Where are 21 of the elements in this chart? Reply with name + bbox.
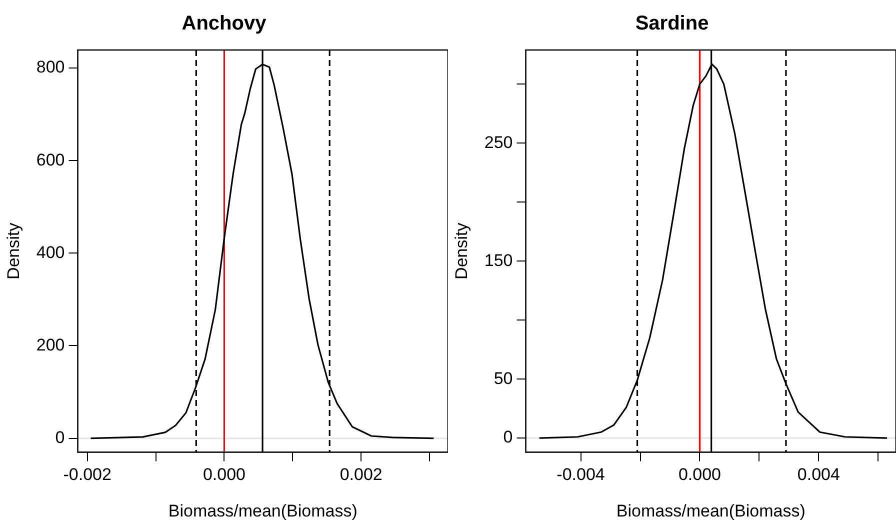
x-axis-title: Biomass/mean(Biomass) — [616, 501, 806, 520]
y-tick-label: 800 — [36, 58, 65, 77]
y-tick-label: 600 — [36, 150, 65, 170]
y-tick-label: 400 — [36, 242, 65, 262]
x-tick-label: 0.000 — [202, 465, 246, 484]
x-tick-label: -0.004 — [556, 465, 605, 484]
y-tick-label: 250 — [484, 132, 513, 152]
y-axis-title: Density — [4, 222, 23, 280]
y-tick-label: 200 — [36, 335, 65, 354]
x-axis-title: Biomass/mean(Biomass) — [168, 501, 358, 520]
chart-title: Anchovy — [182, 12, 268, 35]
y-tick-label: 50 — [494, 368, 513, 388]
y-tick-label: 0 — [503, 428, 513, 447]
chart-title: Sardine — [635, 12, 709, 35]
x-tick-label: -0.002 — [63, 465, 112, 484]
x-tick-label: 0.000 — [678, 465, 722, 484]
y-tick-label: 0 — [55, 428, 65, 448]
y-tick-label: 150 — [484, 250, 513, 270]
x-tick-label: 0.002 — [340, 465, 382, 484]
y-axis-title: Density — [452, 222, 471, 280]
x-tick-label: 0.004 — [797, 465, 840, 484]
